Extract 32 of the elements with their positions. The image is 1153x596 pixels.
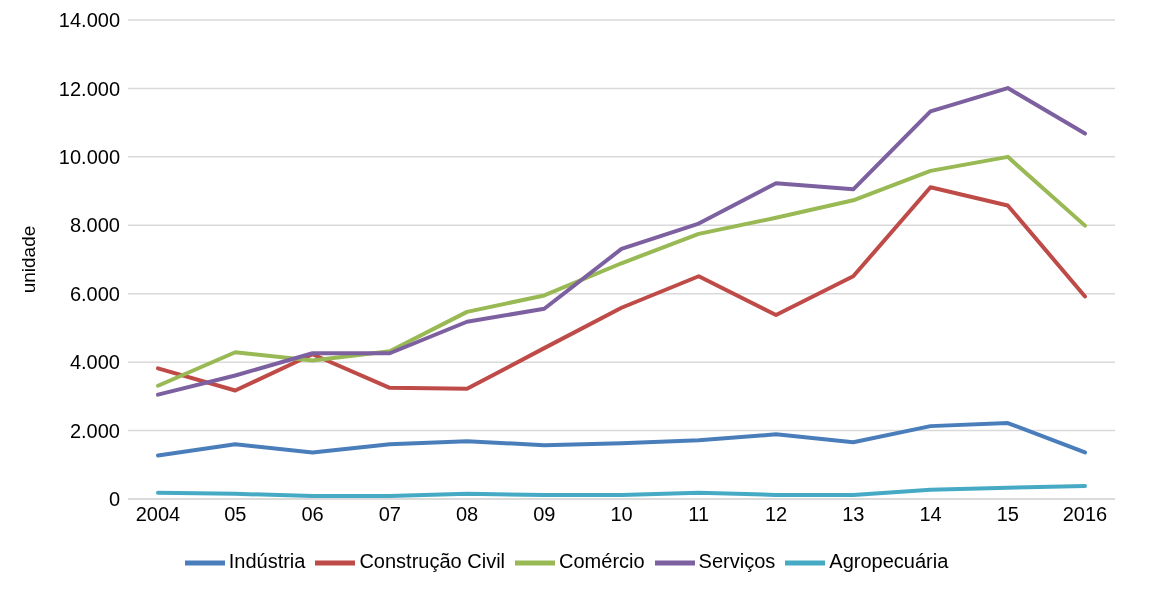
line-series — [156, 185, 1087, 393]
legend-label: Indústria — [228, 550, 306, 573]
x-tick-label: 2004 — [135, 503, 181, 526]
x-tick-label: 14 — [919, 503, 942, 526]
x-tick-label: 08 — [455, 503, 479, 526]
line-series — [156, 421, 1087, 458]
legend-label: Comércio — [559, 550, 645, 573]
x-tick-label: 11 — [688, 503, 710, 526]
x-tick-label: 13 — [842, 503, 865, 526]
x-tick-label: 12 — [764, 503, 788, 526]
y-tick-label: 12.000 — [58, 77, 120, 100]
line-series — [156, 484, 1087, 498]
y-tick-label: 6.000 — [69, 282, 120, 305]
x-tick-label: 07 — [378, 503, 401, 526]
legend-label: Construção Civil — [359, 550, 506, 573]
x-tick-label: 2016 — [1062, 503, 1108, 526]
y-tick-label: 14.000 — [58, 9, 120, 32]
legend-label: Agropecuária — [829, 550, 949, 573]
x-tick-label: 10 — [610, 503, 633, 526]
y-tick-label: 0 — [108, 488, 120, 511]
x-tick-label: 05 — [224, 503, 247, 526]
y-tick-label: 4.000 — [69, 351, 120, 374]
y-tick-label: 2.000 — [69, 419, 120, 442]
x-tick-label: 09 — [533, 503, 556, 526]
x-tick-label: 15 — [996, 503, 1019, 526]
x-tick-label: 06 — [301, 503, 324, 526]
y-tick-label: 8.000 — [69, 214, 120, 237]
y-tick-label: 10.000 — [58, 145, 120, 168]
legend-label: Serviços — [698, 550, 776, 573]
y-axis-title: unidade — [17, 225, 39, 294]
line-series — [156, 154, 1087, 388]
line-series — [156, 86, 1087, 397]
